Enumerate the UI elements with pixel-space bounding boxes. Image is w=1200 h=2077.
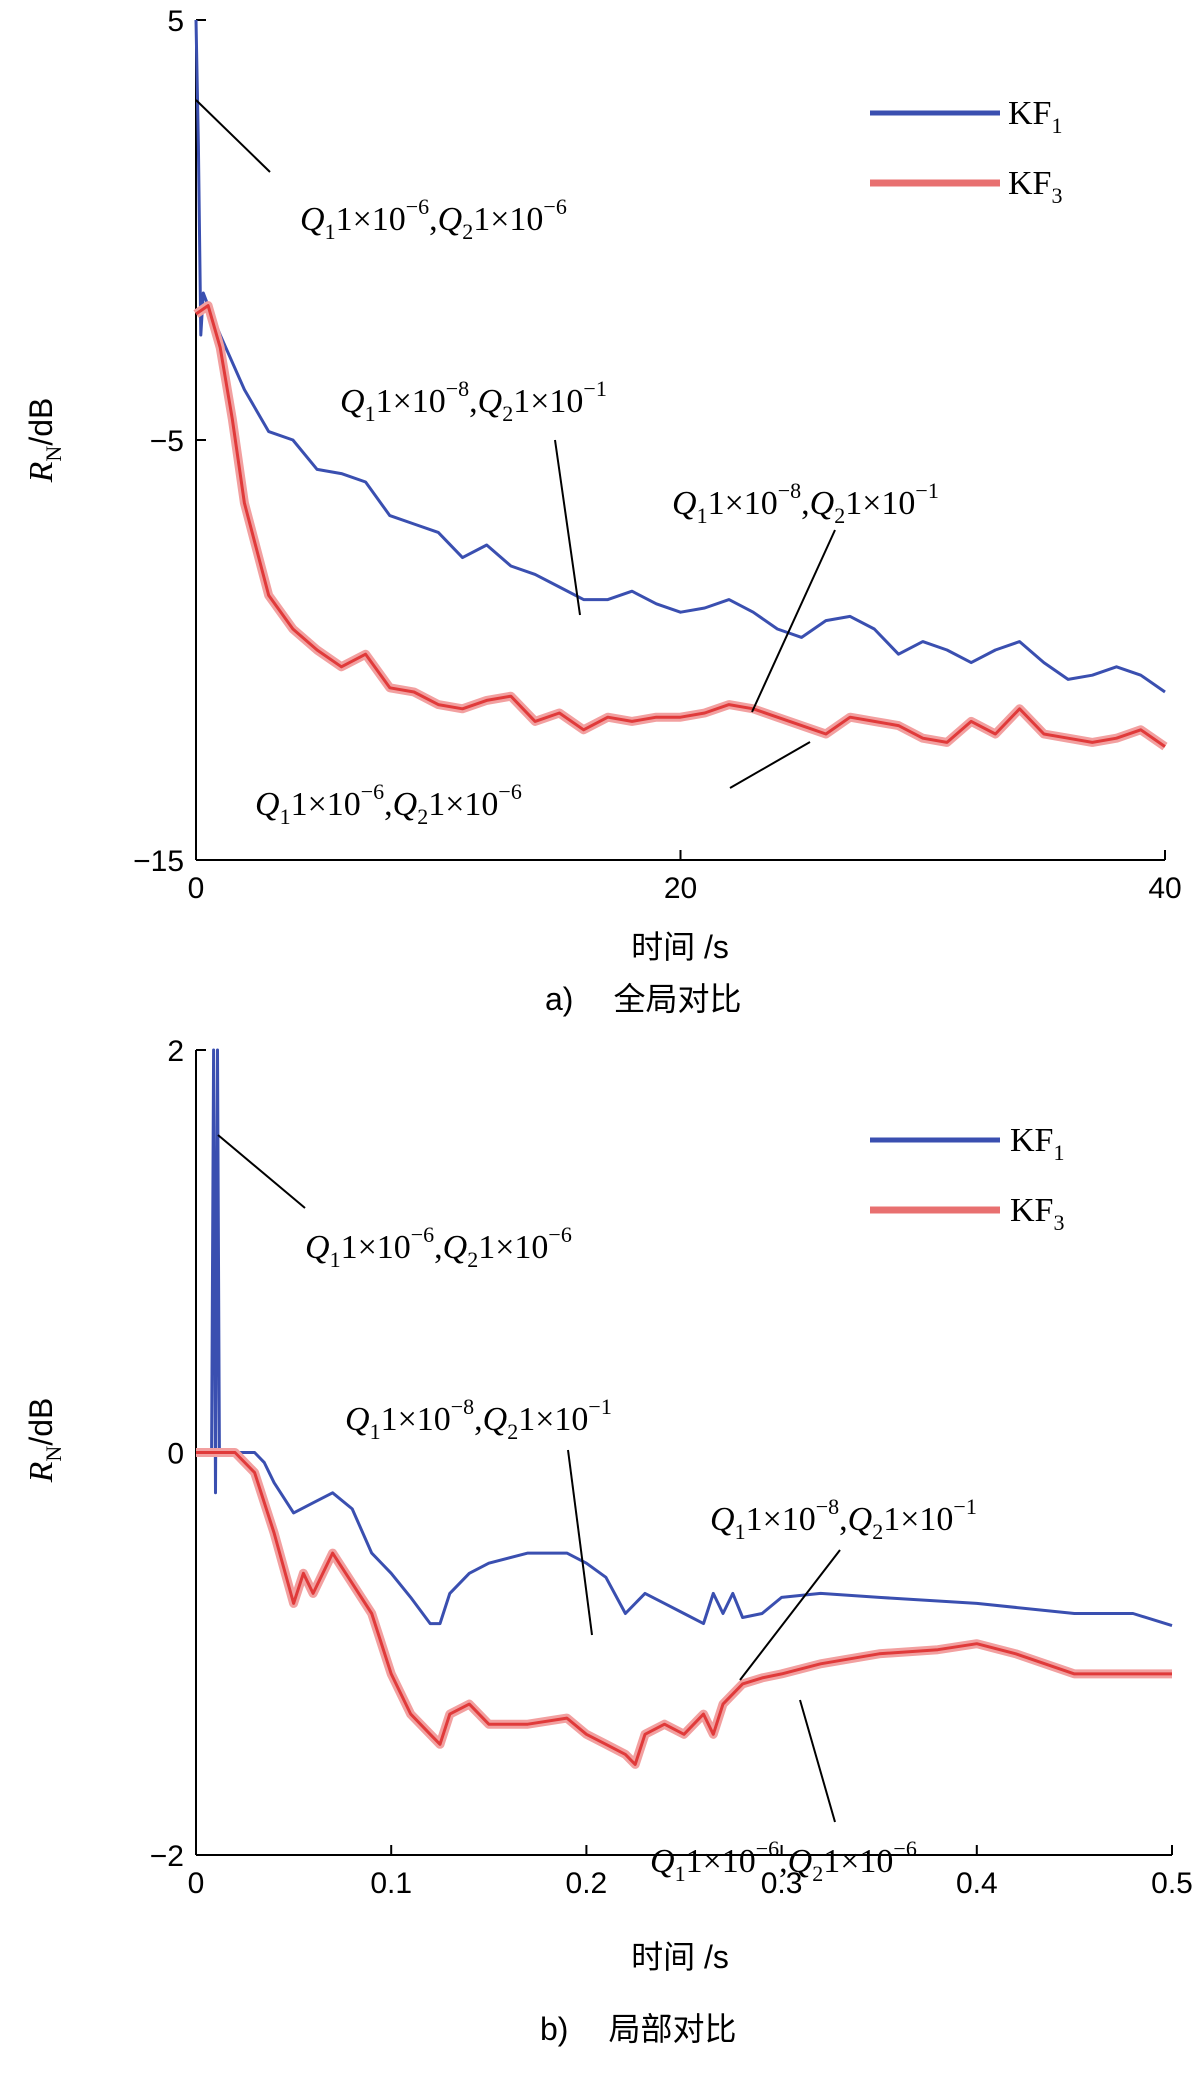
x-tick-label: 0.4 [956, 1867, 998, 1900]
y-tick-label: −5 [150, 425, 184, 458]
y-tick-label: 2 [167, 1040, 184, 1068]
leader-line-4 [729, 741, 811, 789]
ann2-q1-exp: −8 [451, 1394, 474, 1419]
x-axis-title: 时间 /s [631, 929, 729, 965]
ann2-q1-exp: −8 [446, 376, 469, 401]
tick-group: 0 20 40 5 −5 −15 [133, 5, 1182, 905]
chart-a-svg: 0 20 40 5 −5 −15 KF1 KF3 Q11×10−6,Q21×10−6 Q1… [23, 5, 1182, 1017]
leader-line-3 [751, 529, 836, 713]
ann4-q2: 1×10 [428, 786, 498, 823]
ann1-q1: 1×10 [336, 201, 406, 238]
annotation-1: Q11×10−6,Q21×10−6 [305, 1222, 572, 1272]
annotation-1: Q11×10−6,Q21×10−6 [300, 194, 567, 244]
legend-label-kf1: KF1 [1010, 1122, 1064, 1165]
leader-line-1 [217, 1134, 306, 1209]
ann1-q2-exp: −6 [548, 1222, 571, 1247]
ann4-q2-exp: −6 [893, 1836, 916, 1861]
x-tick-label: 0.2 [566, 1867, 608, 1900]
ann3-q2-exp: −1 [915, 478, 938, 503]
chart-b-svg: 0 0.1 0.2 0.3 0.4 0.520−2 KF1 KF3 Q11×10−6,Q2… [23, 1040, 1193, 2047]
x-tick-label: 0.5 [1151, 1867, 1193, 1900]
tick-group: 0 0.1 0.2 0.3 0.4 0.520−2 [150, 1040, 1193, 1900]
y-tick-label: 5 [167, 5, 184, 38]
x-tick-label: 20 [664, 872, 697, 905]
caption-a: a) 全局对比 [545, 981, 741, 1017]
legend-label-kf1: KF1 [1008, 95, 1062, 138]
ann4-q2-exp: −6 [498, 779, 521, 804]
ann2-q1: 1×10 [376, 383, 446, 420]
leader-line-3 [739, 1549, 841, 1681]
series-kf3-band [193, 301, 1168, 751]
caption-b: b) 局部对比 [540, 2011, 736, 2047]
x-tick-label: 0 [188, 1867, 205, 1900]
ann3-q2-exp: −1 [953, 1494, 976, 1519]
ann3-q1-exp: −8 [778, 478, 801, 503]
series-group [193, 19, 1168, 751]
annotation-4: Q11×10−6,Q21×10−6 [255, 779, 522, 829]
ann1-q2: 1×10 [478, 1229, 548, 1266]
ann4-q2: 1×10 [823, 1843, 893, 1880]
ann3-q2: 1×10 [883, 1501, 953, 1538]
legend: KF1 KF3 [870, 95, 1062, 208]
leader-line-1 [195, 99, 271, 173]
ann4-q1-exp: −6 [361, 779, 384, 804]
annotation-2: Q11×10−8,Q21×10−1 [345, 1394, 612, 1444]
ann1-q1-exp: −6 [406, 194, 429, 219]
ann2-q2-exp: −1 [583, 376, 606, 401]
x-tick-label: 0.3 [761, 1867, 803, 1900]
leader-line-2 [567, 1449, 593, 1636]
ann2-q2-exp: −1 [588, 1394, 611, 1419]
annotation-leaders [195, 99, 836, 789]
ann2-q1: 1×10 [381, 1401, 451, 1438]
ann1-q1: 1×10 [341, 1229, 411, 1266]
y-tick-label: −15 [133, 845, 184, 878]
y-tick-label: −2 [150, 1840, 184, 1873]
annotation-2: Q11×10−8,Q21×10−1 [340, 376, 607, 426]
annotation-3: Q11×10−8,Q21×10−1 [672, 478, 939, 528]
leader-line-2 [554, 439, 581, 616]
legend: KF1 KF3 [870, 1122, 1064, 1235]
annotation-leaders [217, 1134, 841, 1823]
panel-global-comparison: 0 20 40 5 −5 −15 KF1 KF3 Q11×10−6,Q21×10−6 Q1… [23, 5, 1182, 1017]
x-tick-label: 0.1 [370, 1867, 412, 1900]
annotation-4: Q11×10−6,Q21×10−6 [650, 1836, 917, 1886]
ann2-q2: 1×10 [513, 383, 583, 420]
ann4-q1-exp: −6 [756, 1836, 779, 1861]
panel-local-comparison: 0 0.1 0.2 0.3 0.4 0.5 2 0 −2 KF1 KF3 Q11×10−6,Q2… [0, 1040, 1200, 2077]
leader-line-4 [799, 1699, 836, 1823]
y-axis-title: RN/dB [23, 1398, 66, 1484]
series-line-kf3 [196, 1451, 1172, 1766]
x-axis-title: 时间 /s [631, 1939, 729, 1975]
ann1-q1-exp: −6 [411, 1222, 434, 1247]
ann1-q2: 1×10 [473, 201, 543, 238]
ann1-q2-exp: −6 [543, 194, 566, 219]
y-axis-title: RN/dB [23, 398, 66, 484]
ann3-q1: 1×10 [746, 1501, 816, 1538]
ann4-q1: 1×10 [686, 1843, 756, 1880]
series-group [196, 1048, 1173, 1769]
ann2-q2: 1×10 [518, 1401, 588, 1438]
annotation-3: Q11×10−8,Q21×10−1 [710, 1494, 977, 1544]
x-tick-label: 40 [1148, 872, 1181, 905]
series-line-kf3 [195, 304, 1166, 748]
y-tick-label: 0 [167, 1438, 184, 1471]
x-tick-label: 0 [188, 872, 205, 905]
ann4-q1: 1×10 [291, 786, 361, 823]
legend-label-kf3: KF3 [1008, 165, 1062, 208]
series-line-kf1 [194, 19, 1166, 694]
ann3-q1-exp: −8 [816, 1494, 839, 1519]
ann3-q1: 1×10 [708, 485, 778, 522]
legend-label-kf3: KF3 [1010, 1192, 1064, 1235]
ann3-q2: 1×10 [845, 485, 915, 522]
